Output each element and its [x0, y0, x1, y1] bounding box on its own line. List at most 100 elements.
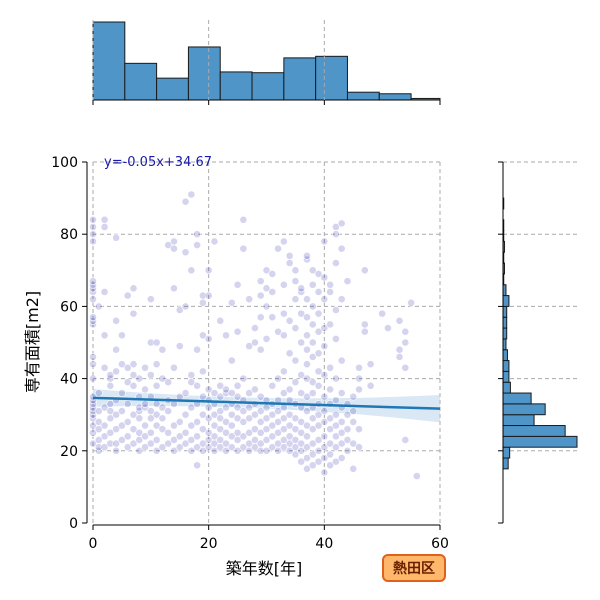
data-point: [181, 410, 190, 419]
data-point: [256, 313, 265, 322]
data-point: [256, 345, 265, 354]
data-point: [343, 277, 352, 286]
data-point: [279, 237, 288, 246]
data-point: [326, 461, 335, 470]
data-point: [303, 392, 311, 401]
data-point: [135, 428, 144, 437]
data-point: [360, 266, 369, 275]
data-point: [355, 385, 363, 394]
data-point: [216, 425, 225, 434]
data-point: [279, 367, 288, 376]
x-tick-label: 40: [315, 536, 333, 552]
data-point: [193, 345, 201, 354]
data-point: [118, 360, 126, 369]
data-point: [349, 464, 358, 473]
data-point: [227, 443, 236, 452]
right-histogram-bar: [502, 327, 508, 340]
data-point: [245, 414, 254, 423]
data-point: [227, 356, 236, 365]
data-point: [349, 418, 358, 426]
right-histogram-bar: [502, 392, 532, 405]
data-point: [308, 280, 317, 289]
data-point: [112, 446, 121, 455]
data-point: [262, 414, 271, 423]
data-point: [181, 428, 190, 437]
data-point: [141, 399, 149, 408]
data-point: [320, 432, 329, 441]
data-point: [239, 443, 248, 452]
data-point: [100, 363, 109, 372]
data-point: [94, 302, 103, 311]
data-point: [152, 338, 161, 347]
data-point: [262, 446, 271, 455]
data-point: [187, 436, 196, 444]
data-point: [135, 414, 144, 423]
data-point: [164, 439, 173, 448]
data-point: [308, 320, 317, 329]
data-point: [227, 389, 236, 397]
top-histogram-bar: [251, 72, 285, 101]
data-point: [227, 432, 236, 441]
data-point: [303, 432, 311, 441]
data-point: [106, 428, 115, 437]
data-point: [227, 410, 236, 419]
data-point: [279, 309, 288, 318]
data-point: [239, 244, 248, 253]
data-point: [268, 421, 277, 430]
data-point: [175, 306, 184, 314]
data-point: [320, 418, 329, 426]
data-point: [297, 309, 306, 318]
data-point: [239, 215, 248, 224]
data-point: [343, 446, 352, 455]
data-point: [326, 385, 335, 394]
data-point: [198, 291, 207, 300]
right-histogram-bar: [502, 457, 509, 470]
right-histogram-bar: [502, 349, 508, 362]
data-point: [245, 342, 254, 351]
data-point: [285, 316, 294, 325]
data-point: [401, 327, 410, 336]
data-point: [129, 309, 138, 318]
data-point: [100, 288, 109, 296]
right-histogram-bar: [502, 403, 546, 416]
data-point: [314, 446, 323, 455]
right-histogram-bar: [502, 435, 578, 448]
data-point: [268, 410, 277, 419]
data-point: [187, 190, 196, 199]
data-point: [331, 457, 340, 466]
data-point: [158, 403, 167, 412]
data-point: [297, 439, 306, 448]
data-point: [337, 356, 346, 365]
data-point: [303, 313, 311, 322]
data-point: [100, 443, 109, 452]
data-point: [89, 439, 97, 448]
data-point: [384, 324, 392, 332]
data-point: [331, 432, 340, 441]
data-point: [314, 309, 323, 318]
data-point: [123, 363, 132, 372]
right-histogram-bar: [502, 305, 508, 318]
data-point: [314, 457, 323, 466]
data-point: [314, 436, 323, 444]
data-point: [268, 288, 277, 296]
data-point: [123, 291, 132, 300]
data-point: [251, 324, 259, 332]
data-point: [268, 313, 277, 322]
data-point: [262, 425, 271, 434]
data-point: [331, 306, 340, 314]
data-point: [314, 270, 323, 278]
data-point: [187, 446, 196, 455]
data-point: [337, 418, 346, 426]
data-point: [274, 244, 282, 253]
data-point: [89, 295, 97, 304]
data-point: [308, 389, 317, 397]
data-point: [164, 241, 173, 249]
data-point: [331, 223, 340, 231]
data-point: [285, 410, 294, 419]
data-point: [181, 439, 190, 448]
data-point: [337, 439, 346, 448]
data-point: [135, 403, 144, 412]
data-point: [291, 277, 300, 286]
data-point: [181, 197, 190, 206]
